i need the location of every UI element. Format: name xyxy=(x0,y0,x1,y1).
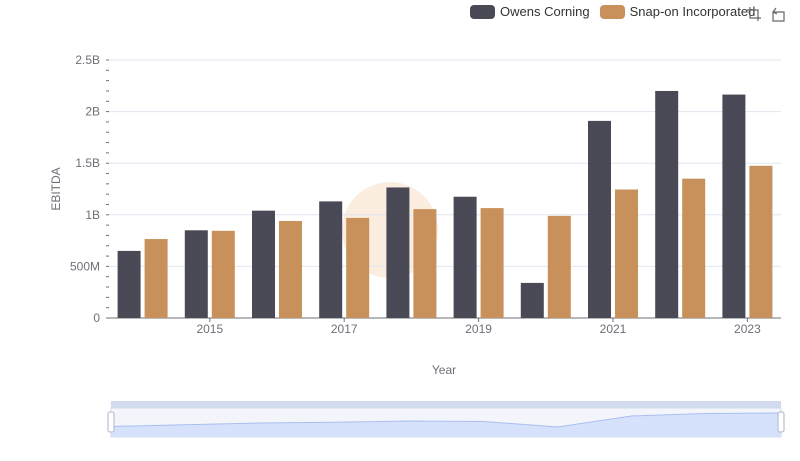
bar-owens-corning-2017[interactable] xyxy=(319,201,343,318)
data-zoom-handle-left[interactable] xyxy=(107,411,115,433)
bar-owens-corning-2021[interactable] xyxy=(588,120,611,318)
legend-label: Owens Corning xyxy=(500,4,590,19)
bar-owens-corning-2016[interactable] xyxy=(252,210,275,318)
toolbox xyxy=(746,6,786,22)
bar-snap-on-2018[interactable] xyxy=(413,209,437,318)
data-zoom-slider[interactable] xyxy=(107,401,785,438)
y-axis: 0 500M 1B 1.5B 2B 2.5B xyxy=(70,53,109,325)
x-tick-label: 2023 xyxy=(734,322,761,336)
y-tick-label: 2.5B xyxy=(75,53,100,67)
bars[interactable] xyxy=(117,90,773,319)
bar-owens-corning-2019[interactable] xyxy=(453,196,477,318)
bar-snap-on-2015[interactable] xyxy=(211,230,235,318)
bar-snap-on-2016[interactable] xyxy=(279,220,302,318)
bar-snap-on-2021[interactable] xyxy=(615,189,638,318)
x-axis: 2015 2017 2019 2021 2023 xyxy=(109,317,781,336)
legend-item-snap-on[interactable]: Snap-on Incorporated xyxy=(599,4,756,19)
x-tick-label: 2019 xyxy=(465,322,492,336)
legend-swatch xyxy=(470,4,495,19)
bar-snap-on-2023[interactable] xyxy=(749,165,773,318)
y-axis-label: EBITDA xyxy=(49,167,63,210)
y-tick-label: 1B xyxy=(85,208,100,222)
legend-swatch xyxy=(599,4,625,19)
y-tick-label: 1.5B xyxy=(75,156,100,170)
bar-owens-corning-2018[interactable] xyxy=(386,187,410,318)
bar-snap-on-2022[interactable] xyxy=(682,178,706,318)
y-tick-label: 2B xyxy=(85,105,100,119)
legend: Owens Corning Snap-on Incorporated xyxy=(470,4,755,19)
data-zoom-line xyxy=(110,412,782,428)
x-tick-label: 2015 xyxy=(196,322,223,336)
bar-snap-on-2017[interactable] xyxy=(346,217,370,318)
legend-item-owens-corning[interactable]: Owens Corning xyxy=(470,4,590,19)
x-axis-label: Year xyxy=(432,363,456,377)
restore-icon[interactable] xyxy=(770,6,786,22)
data-zoom-handle-right[interactable] xyxy=(777,411,785,433)
y-tick-label: 500M xyxy=(70,259,100,273)
bar-owens-corning-2022[interactable] xyxy=(655,90,679,319)
zoom-icon[interactable] xyxy=(746,6,762,22)
bar-snap-on-2020[interactable] xyxy=(547,215,571,318)
bar-owens-corning-2014[interactable] xyxy=(117,250,141,318)
bar-owens-corning-2023[interactable] xyxy=(722,94,746,319)
bar-owens-corning-2015[interactable] xyxy=(184,230,208,318)
x-tick-label: 2021 xyxy=(600,322,627,336)
bar-snap-on-2014[interactable] xyxy=(144,239,168,318)
x-tick-label: 2017 xyxy=(331,322,358,336)
bar-snap-on-2019[interactable] xyxy=(480,208,504,318)
data-zoom-top-bar[interactable] xyxy=(111,401,781,408)
y-tick-label: 0 xyxy=(93,311,100,325)
grid-lines xyxy=(109,59,781,267)
bar-owens-corning-2020[interactable] xyxy=(520,282,544,318)
legend-label: Snap-on Incorporated xyxy=(629,4,756,19)
